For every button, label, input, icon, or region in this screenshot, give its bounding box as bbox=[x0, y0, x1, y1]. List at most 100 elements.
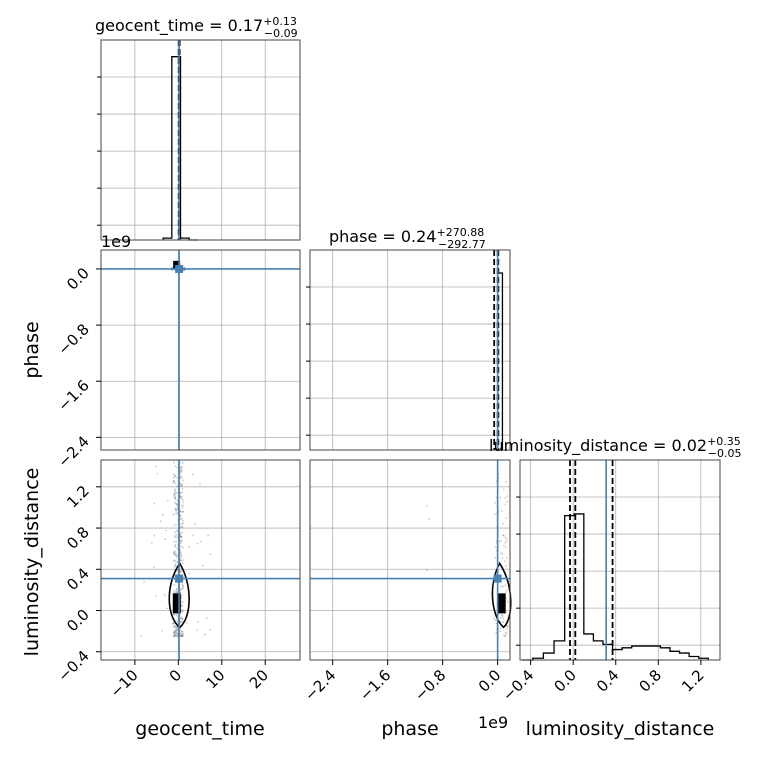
y-tick-label: 0.0 bbox=[63, 606, 93, 636]
x-tick-label: −2.4 bbox=[301, 666, 339, 704]
x-tick-label: −10 bbox=[107, 666, 142, 701]
sample-point bbox=[180, 476, 183, 479]
x-tick-label: −1.6 bbox=[356, 666, 394, 704]
sample-point bbox=[181, 583, 184, 586]
contour bbox=[491, 561, 512, 629]
sample-point bbox=[181, 499, 184, 501]
sample-point bbox=[180, 465, 183, 468]
sample-point bbox=[181, 510, 184, 513]
sample-point bbox=[204, 633, 206, 636]
sample-point bbox=[174, 498, 177, 500]
sample-point bbox=[182, 510, 184, 513]
sample-point bbox=[182, 504, 184, 507]
sample-point bbox=[176, 499, 179, 502]
sample-point bbox=[494, 546, 497, 549]
sample-point bbox=[495, 632, 498, 635]
sample-point bbox=[174, 629, 177, 632]
sample-point bbox=[171, 266, 173, 269]
sample-point bbox=[179, 535, 182, 538]
sample-point bbox=[152, 566, 155, 569]
sample-point bbox=[163, 594, 166, 597]
x-tick-label: 20 bbox=[246, 666, 272, 692]
sample-point bbox=[182, 479, 185, 482]
sample-point bbox=[180, 470, 183, 473]
sample-point bbox=[176, 548, 179, 550]
sample-point bbox=[174, 507, 176, 510]
sample-point bbox=[175, 626, 178, 628]
sample-point bbox=[499, 627, 502, 630]
sample-point bbox=[180, 484, 183, 486]
sample-point bbox=[182, 584, 184, 587]
sample-point bbox=[179, 620, 182, 623]
sample-point bbox=[180, 495, 183, 498]
x-tick-label: 1.2 bbox=[678, 666, 708, 696]
sample-point bbox=[179, 554, 182, 557]
sample-point bbox=[173, 540, 175, 543]
sample-point bbox=[175, 629, 178, 632]
sample-point bbox=[180, 604, 183, 607]
title-geocent-time: geocent_time = 0.17+0.13 −0.09 bbox=[95, 15, 298, 40]
sample-point bbox=[175, 632, 178, 635]
sample-point bbox=[192, 534, 194, 537]
sample-point bbox=[182, 634, 184, 637]
sample-point bbox=[179, 551, 182, 554]
sample-point bbox=[173, 624, 176, 627]
sample-point bbox=[179, 475, 182, 478]
sample-point bbox=[173, 584, 176, 586]
sample-point bbox=[174, 482, 177, 485]
sample-point bbox=[180, 535, 182, 538]
sample-point bbox=[175, 523, 177, 526]
sample-point bbox=[502, 534, 505, 537]
sample-point bbox=[179, 559, 182, 562]
xlabel-phase: phase bbox=[381, 718, 438, 740]
sample-point bbox=[176, 505, 179, 507]
sample-point bbox=[175, 556, 178, 558]
sample-point bbox=[179, 557, 182, 560]
sample-point bbox=[174, 561, 177, 564]
sample-point bbox=[173, 630, 175, 633]
sample-point bbox=[506, 626, 509, 629]
sample-point bbox=[175, 587, 178, 590]
sample-point bbox=[180, 616, 183, 618]
sample-point bbox=[179, 551, 182, 553]
sample-point bbox=[180, 510, 183, 513]
sample-point bbox=[428, 517, 431, 520]
sample-point bbox=[173, 635, 175, 637]
sample-point bbox=[174, 551, 176, 554]
sample-point bbox=[504, 635, 507, 637]
sample-point bbox=[500, 552, 503, 554]
sample-point bbox=[173, 490, 176, 493]
sample-point bbox=[501, 614, 504, 617]
sample-point bbox=[180, 621, 183, 623]
sample-point bbox=[179, 514, 182, 517]
sample-point bbox=[176, 503, 179, 506]
sample-point bbox=[500, 510, 503, 512]
sample-point bbox=[172, 480, 175, 483]
sample-point bbox=[426, 504, 428, 507]
x-tick-label: 0.4 bbox=[593, 666, 623, 696]
density-peak bbox=[497, 593, 506, 614]
panel-frame bbox=[100, 39, 301, 241]
sample-point bbox=[502, 488, 505, 491]
sample-point bbox=[175, 540, 178, 543]
sample-point bbox=[196, 629, 199, 631]
y-tick-label: −0.4 bbox=[54, 647, 92, 685]
sample-point bbox=[172, 612, 175, 615]
sample-point bbox=[186, 621, 188, 624]
sample-point bbox=[181, 504, 183, 507]
sample-point bbox=[181, 487, 184, 490]
sample-point bbox=[182, 585, 184, 588]
sample-point bbox=[159, 520, 162, 523]
truth-marker bbox=[175, 574, 184, 583]
sample-point bbox=[173, 635, 176, 638]
sample-point bbox=[494, 556, 497, 559]
sample-point bbox=[179, 552, 182, 555]
sample-point bbox=[181, 507, 184, 509]
sample-point bbox=[179, 467, 182, 470]
sample-point bbox=[174, 492, 177, 494]
sample-point bbox=[504, 546, 507, 549]
sample-point bbox=[179, 485, 182, 488]
sample-point bbox=[205, 617, 208, 619]
offset-label-phase-y: 1e9 bbox=[101, 232, 131, 251]
sample-point bbox=[175, 509, 178, 512]
